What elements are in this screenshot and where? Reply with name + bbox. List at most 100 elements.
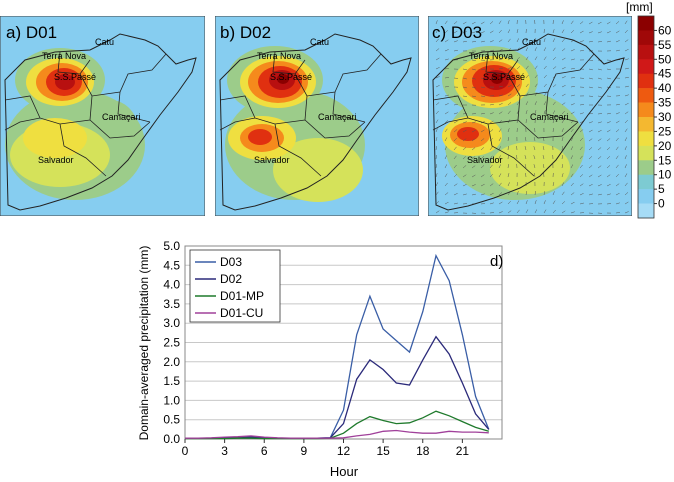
wind-vector-arrow xyxy=(624,102,629,106)
wind-vector-arrow xyxy=(516,29,519,34)
y-tick-label: 0.0 xyxy=(163,432,180,446)
wind-vector-arrow xyxy=(615,137,619,142)
wind-vector-arrow xyxy=(507,84,512,88)
wind-vector-arrow xyxy=(453,40,458,43)
wind-vector-arrow xyxy=(453,183,458,187)
wind-vector-arrow xyxy=(615,21,620,25)
wind-vector-arrow xyxy=(624,164,627,169)
wind-vector-arrow xyxy=(588,86,593,89)
wind-vector-arrow xyxy=(606,68,611,71)
wind-vector-arrow xyxy=(624,211,629,214)
wind-vector-arrow xyxy=(435,182,439,187)
wind-vector-arrow xyxy=(444,86,449,88)
wind-vector-arrow xyxy=(462,156,467,160)
wind-vector-arrow xyxy=(471,193,476,196)
wind-vector-arrow xyxy=(489,212,495,214)
wind-vector-arrow xyxy=(534,83,538,88)
wind-vector-arrow xyxy=(570,146,574,151)
wind-vector-arrow xyxy=(579,174,584,178)
wind-vector-arrow xyxy=(507,66,512,70)
wind-vector-arrow xyxy=(534,56,538,61)
wind-vector-arrow xyxy=(552,29,555,34)
line-chart: 0.0 0.5 1.0 1.5 2.0 2.5 3.0 3.5 4.0 4.5 5.0 0 3 6 9 12 1… xyxy=(163,239,503,458)
wind-vector-arrow xyxy=(462,147,467,151)
wind-vector-arrow xyxy=(453,164,457,169)
wind-vector-arrow xyxy=(624,48,629,52)
wind-vector-arrow xyxy=(480,68,485,71)
wind-vector-arrow xyxy=(606,203,612,205)
x-tick-label: 15 xyxy=(376,444,390,458)
wind-vector-arrow xyxy=(498,182,502,187)
wind-vector-arrow xyxy=(453,137,457,142)
wind-vector-arrow xyxy=(489,164,493,169)
wind-vector-arrow xyxy=(588,68,593,71)
panel-label-b: b) D02 xyxy=(220,23,271,42)
place-label-camacari: Camaçari xyxy=(102,112,141,122)
wind-vector-arrow xyxy=(570,192,575,196)
wind-vector-arrow xyxy=(444,211,449,214)
wind-vector-arrow xyxy=(588,138,593,142)
wind-vector-arrow xyxy=(624,76,629,79)
wind-vector-arrow xyxy=(597,113,603,115)
wind-vector-arrow xyxy=(498,67,503,70)
wind-vector-arrow xyxy=(525,172,527,178)
wind-vector-arrow xyxy=(597,31,602,34)
wind-vector-arrow xyxy=(561,164,564,169)
wind-vector-arrow xyxy=(471,121,476,124)
wind-vector-arrow xyxy=(462,86,467,89)
x-tick-label: 3 xyxy=(221,444,228,458)
wind-vector-arrow xyxy=(543,28,545,34)
y-tick-label: 5.0 xyxy=(163,239,180,253)
wind-vector-arrow xyxy=(462,138,467,142)
wind-vector-arrow xyxy=(435,146,437,151)
series-line-d02 xyxy=(185,335,490,439)
wind-vector-arrow xyxy=(435,76,440,79)
wind-vector-arrow xyxy=(570,155,573,160)
wind-vector-arrow xyxy=(579,129,584,133)
wind-vector-arrow xyxy=(597,174,602,178)
legend-label: D03 xyxy=(220,255,242,269)
wind-vector-arrow xyxy=(597,68,602,71)
x-tick-label: 6 xyxy=(261,444,268,458)
colorbar-swatch xyxy=(638,145,654,161)
wind-vector-arrow xyxy=(525,38,528,43)
wind-vector-arrow xyxy=(597,184,602,187)
wind-vector-arrow xyxy=(489,192,494,196)
x-tick-label: 12 xyxy=(337,444,351,458)
wind-vector-arrow xyxy=(588,40,593,43)
wind-vector-arrow xyxy=(453,112,458,115)
wind-vector-arrow xyxy=(498,128,502,133)
wind-vector-arrow xyxy=(435,128,438,133)
wind-vector-arrow xyxy=(534,209,538,214)
wind-vector-arrow xyxy=(444,128,448,133)
wind-vector-arrow xyxy=(435,201,440,205)
wind-vector-arrow xyxy=(624,119,628,124)
wind-vector-arrow xyxy=(606,21,611,25)
wind-vector-arrow xyxy=(516,209,520,214)
wind-vector-arrow xyxy=(588,156,593,160)
wind-vector-arrow xyxy=(507,128,510,133)
colorbar-tick-label: 45 xyxy=(658,67,672,81)
wind-vector-arrow xyxy=(615,40,620,43)
wind-vector-arrow xyxy=(561,173,564,178)
wind-vector-arrow xyxy=(507,93,512,97)
wind-vector-arrow xyxy=(435,119,439,124)
wind-vector-arrow xyxy=(435,137,438,142)
precip-field xyxy=(5,48,145,200)
wind-vector-arrow xyxy=(534,92,538,97)
wind-vector-arrow xyxy=(624,155,627,160)
wind-vector-arrow xyxy=(444,120,449,124)
wind-vector-arrow xyxy=(534,200,537,205)
map-panel-d01 xyxy=(0,16,205,216)
wind-vector-arrow xyxy=(552,191,555,196)
wind-vector-arrow xyxy=(516,92,520,97)
wind-vector-arrow xyxy=(489,146,493,151)
colorbar-tick-label: 30 xyxy=(658,110,672,124)
wind-vector-arrow xyxy=(552,93,557,97)
wind-vector-arrow xyxy=(570,77,576,79)
wind-vector-arrow xyxy=(480,31,485,34)
wind-vector-arrow xyxy=(525,101,529,106)
wind-vector-arrow xyxy=(561,119,565,124)
